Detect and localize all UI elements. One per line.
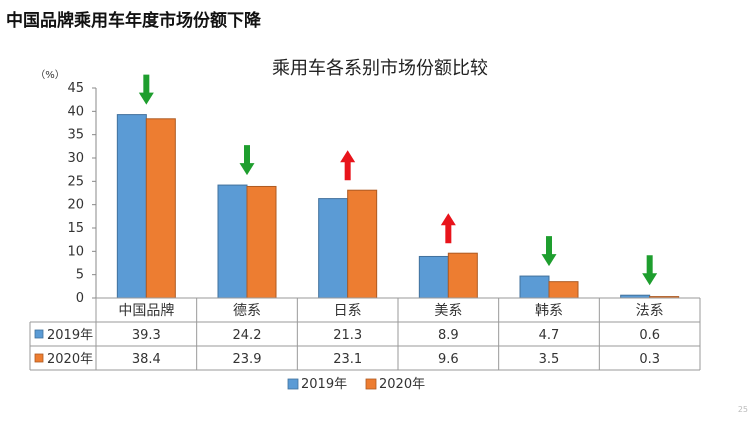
y-tick-label: 40	[67, 104, 84, 119]
y-tick-label: 15	[67, 221, 84, 236]
bar-series2	[447, 252, 478, 299]
table-row-label: 2020年	[47, 352, 93, 367]
table-legend-key	[34, 329, 44, 339]
legend-label: 2020年	[379, 377, 425, 392]
y-tick-label: 35	[67, 128, 84, 143]
y-tick-label: 30	[67, 151, 84, 166]
category-label: 韩系	[535, 303, 563, 319]
legend-label: 2019年	[301, 377, 347, 392]
legend-swatch	[287, 378, 299, 390]
bar-series2	[347, 189, 378, 299]
bar-series1	[116, 114, 147, 299]
bar-series2	[246, 185, 277, 299]
trend-down-arrow-icon	[239, 145, 255, 176]
table-row-label: 2019年	[47, 328, 93, 343]
trend-down-arrow-icon	[541, 236, 557, 267]
y-tick-label: 10	[67, 244, 84, 259]
y-tick-label: 45	[67, 81, 84, 96]
category-label: 德系	[233, 303, 261, 319]
table-cell-value: 23.9	[233, 352, 262, 367]
trend-up-arrow-icon	[340, 150, 356, 181]
table-cell-value: 39.3	[132, 328, 161, 343]
y-axis-unit-label: （%）	[35, 69, 65, 81]
trend-up-arrow-icon	[440, 213, 456, 244]
table-legend-key	[34, 353, 44, 363]
y-tick-label: 25	[67, 174, 84, 189]
slide-title: 中国品牌乘用车年度市场份额下降	[6, 11, 261, 31]
table-cell-value: 0.6	[639, 328, 660, 343]
category-label: 日系	[334, 303, 362, 319]
bar-series2	[548, 281, 579, 299]
bar-series1	[318, 198, 349, 299]
y-tick-label: 5	[76, 268, 84, 283]
table-cell-value: 4.7	[539, 328, 560, 343]
category-label: 法系	[636, 303, 664, 319]
legend-swatch	[365, 378, 377, 390]
table-cell-value: 9.6	[438, 352, 459, 367]
table-cell-value: 21.3	[333, 328, 362, 343]
y-tick-label: 0	[76, 291, 84, 306]
table-cell-value: 0.3	[639, 352, 660, 367]
category-label: 美系	[434, 303, 462, 319]
chart-title: 乘用车各系别市场份额比较	[272, 58, 488, 79]
trend-down-arrow-icon	[642, 255, 658, 286]
table-cell-value: 8.9	[438, 328, 459, 343]
bar-series1	[418, 255, 449, 299]
bar-series1	[519, 275, 550, 299]
table-cell-value: 3.5	[539, 352, 560, 367]
bar-series1	[217, 184, 248, 299]
y-tick-label: 20	[67, 198, 84, 213]
table-cell-value: 38.4	[132, 352, 161, 367]
bar-series2	[145, 118, 176, 299]
trend-down-arrow-icon	[138, 74, 154, 105]
category-label: 中国品牌	[118, 302, 174, 319]
table-cell-value: 24.2	[233, 328, 262, 343]
page-number: 25	[738, 405, 748, 414]
table-cell-value: 23.1	[333, 352, 362, 367]
